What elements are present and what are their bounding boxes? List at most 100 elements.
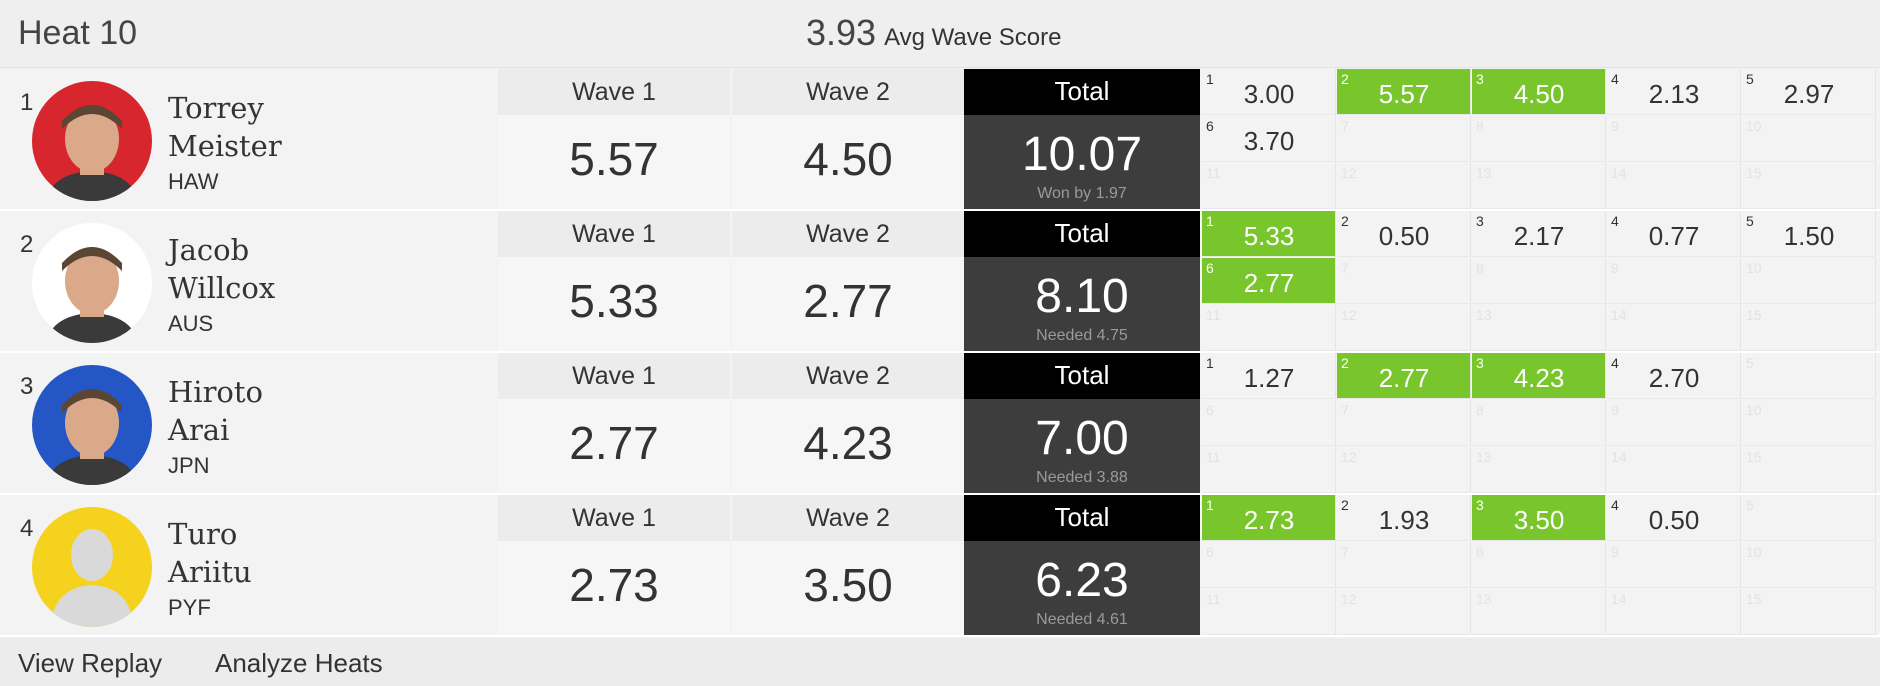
wave-cell: 14 [1607,305,1741,351]
wave-score: 0.77 [1648,221,1700,251]
wave-number: 14 [1611,165,1627,181]
first-name: Jacob [168,233,250,267]
wave-cell: 5 1.50 [1742,211,1876,257]
wave-number: 7 [1341,402,1349,418]
wave-number: 13 [1476,165,1492,181]
wave-number: 10 [1746,402,1762,418]
wave-2-column: Wave 2 3.50 [732,495,964,635]
wave-cell: 6 3.70 [1202,116,1336,162]
wave-cell: 15 [1742,589,1876,635]
wave-cell: 8 [1472,400,1606,446]
analyze-heats-link[interactable]: Analyze Heats [215,648,383,678]
wave-2-score: 2.77 [732,257,964,351]
wave-cell: 5 [1742,495,1876,541]
wave-cell: 10 [1742,258,1876,304]
footer-bar: View Replay Analyze Heats [0,638,1880,686]
wave-number: 8 [1476,260,1484,276]
athlete-name: Turo Ariitu [168,515,252,591]
wave-cell: 10 [1742,542,1876,588]
wave-number: 10 [1746,118,1762,134]
wave-number: 2 [1341,213,1349,229]
wave-number: 12 [1341,165,1357,181]
total-column: Total 7.00 Needed 3.88 [964,353,1200,493]
wave-score: 2.73 [1243,505,1295,535]
wave-number: 5 [1746,355,1754,371]
athlete-name: Hiroto Arai [168,373,263,449]
wave-2-header: Wave 2 [732,69,964,115]
wave-cell: 9 [1607,258,1741,304]
wave-score: 0.50 [1648,505,1700,535]
wave-number: 11 [1206,307,1221,323]
wave-score: 5.57 [1378,79,1430,109]
wave-number: 4 [1611,497,1619,513]
wave-cell: 15 [1742,305,1876,351]
wave-cell: 11 [1202,163,1336,209]
wave-2-column: Wave 2 4.23 [732,353,964,493]
total-status: Won by 1.97 [1037,185,1127,202]
wave-1-header: Wave 1 [498,495,730,541]
counting-wave-cell: 3 4.23 [1472,353,1606,399]
wave-number: 14 [1611,307,1627,323]
wave-scores-grid: 1 1.27 2 2.77 3 4.23 4 2.70 5 6 7 8 9 10 11 12 13 14 15 [1202,353,1880,493]
wave-number: 3 [1476,355,1484,371]
wave-number: 13 [1476,307,1492,323]
first-name: Torrey [168,91,264,125]
wave-number: 15 [1746,307,1762,323]
wave-score: 1.27 [1243,363,1295,393]
athlete-row: 3 Hiroto Arai JPN Wave 1 2.77 Wave 2 4.23 Total 7… [0,353,1880,495]
athlete-info: 1 Torrey Meister HAW [0,69,496,209]
wave-1-score: 2.77 [498,399,730,493]
wave-number: 8 [1476,544,1484,560]
wave-cell: 13 [1472,447,1606,493]
wave-number: 3 [1476,497,1484,513]
wave-number: 13 [1476,449,1492,465]
wave-2-column: Wave 2 2.77 [732,211,964,351]
wave-1-column: Wave 1 5.57 [498,69,730,209]
wave-number: 7 [1341,118,1349,134]
avg-wave-score: 3.93 Avg Wave Score [806,12,1062,54]
wave-cell: 8 [1472,116,1606,162]
wave-cell: 5 [1742,353,1876,399]
wave-1-score: 5.33 [498,257,730,351]
wave-number: 3 [1476,213,1484,229]
wave-1-score: 5.57 [498,115,730,209]
total-column: Total 8.10 Needed 4.75 [964,211,1200,351]
wave-cell: 9 [1607,542,1741,588]
athlete-country: HAW [168,169,219,194]
heat-title: Heat 10 [18,14,138,52]
counting-wave-cell: 1 5.33 [1202,211,1336,257]
wave-cell: 13 [1472,163,1606,209]
athlete-rank: 1 [20,89,34,116]
wave-number: 14 [1611,449,1627,465]
wave-cell: 4 0.77 [1607,211,1741,257]
wave-number: 9 [1611,544,1619,560]
wave-number: 8 [1476,402,1484,418]
athlete-avatar [32,81,152,201]
wave-2-score: 4.23 [732,399,964,493]
wave-cell: 1 1.27 [1202,353,1336,399]
athlete-name: Torrey Meister [168,89,282,165]
wave-number: 5 [1746,213,1754,229]
wave-cell: 10 [1742,116,1876,162]
wave-1-column: Wave 1 5.33 [498,211,730,351]
total-score: 8.10 [1035,270,1129,323]
wave-number: 9 [1611,260,1619,276]
wave-cell: 8 [1472,542,1606,588]
wave-number: 1 [1206,497,1214,513]
wave-cell: 9 [1607,116,1741,162]
wave-cell: 4 2.70 [1607,353,1741,399]
counting-wave-cell: 3 3.50 [1472,495,1606,541]
view-replay-link[interactable]: View Replay [18,648,163,678]
wave-cell: 11 [1202,305,1336,351]
wave-number: 6 [1206,544,1214,560]
wave-score: 4.50 [1513,79,1565,109]
wave-number: 10 [1746,260,1762,276]
wave-score: 5.33 [1243,221,1295,251]
wave-number: 15 [1746,449,1762,465]
wave-cell: 11 [1202,589,1336,635]
wave-cell: 12 [1337,589,1471,635]
athlete-rows: 1 Torrey Meister HAW Wave 1 5.57 Wave 2 4.50 Tot… [0,69,1880,637]
total-header: Total [964,495,1200,541]
wave-score: 0.50 [1378,221,1430,251]
athlete-rank: 2 [20,231,34,258]
